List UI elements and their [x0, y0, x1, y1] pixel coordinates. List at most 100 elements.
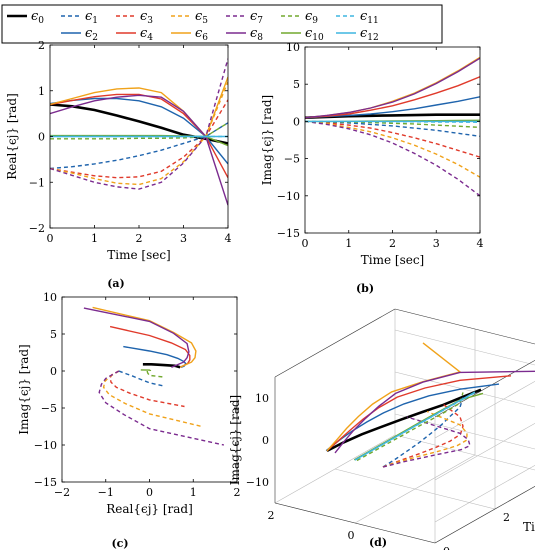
a-xtick-label: 3 [180, 232, 187, 245]
b-series-ϵ7 [305, 120, 480, 197]
c-series-ϵ4 [109, 325, 191, 368]
d-gridline [394, 371, 535, 408]
c-ylabel: Imag{ϵj} [rad] [17, 344, 31, 434]
c-series-ϵ9 [146, 371, 163, 378]
c-xlabel: Real{ϵj} [rad] [106, 502, 193, 516]
b-xtick-label: 4 [477, 237, 484, 250]
a-ylabel: Real{ϵj} [rad] [5, 93, 19, 180]
b-xtick-label: 3 [433, 237, 440, 250]
d-series [325, 342, 535, 468]
a-xlabel: Time [sec] [107, 248, 170, 262]
c-ytick-label: 0 [50, 365, 57, 378]
a-series-ϵ1 [50, 122, 228, 170]
legend-label-ϵ3: ϵ3 [140, 9, 153, 26]
d-series-ϵ8 [334, 370, 535, 454]
c-series-ϵ10 [140, 369, 152, 372]
b-ytick-label: −5 [284, 153, 300, 166]
d-series-ϵ4 [326, 375, 512, 452]
c-series-ϵ3 [109, 370, 185, 408]
d-time-tick-label: 0 [443, 545, 450, 550]
d-gridline [394, 434, 535, 471]
b-series-ϵ4 [305, 76, 480, 119]
c-ytick-label: −5 [41, 402, 57, 415]
c-xtick-label: −2 [54, 486, 70, 499]
b-xtick-label: 0 [302, 237, 309, 250]
legend-label-ϵ2: ϵ2 [85, 26, 98, 43]
c-xtick-label: −1 [98, 486, 114, 499]
legend-label-ϵ12: ϵ12 [360, 26, 379, 43]
legend-label-ϵ1: ϵ1 [85, 9, 98, 26]
d-box-edge [274, 502, 436, 544]
b-ytick-label: 5 [293, 78, 300, 91]
c-ytick-label: 5 [50, 328, 57, 341]
c-series-ϵ6 [92, 306, 197, 368]
a-ytick-label: −1 [29, 176, 45, 189]
b-xtick-label: 2 [389, 237, 396, 250]
c-xtick-label: 1 [190, 486, 197, 499]
panel-b-chart: 0 1 2 3 4 −15 −10 −5 0 5 10 Time [sec] Imag{ϵj} [rad… [260, 41, 484, 267]
b-series-ϵ3 [305, 120, 480, 158]
b-frame [304, 46, 481, 234]
b-ytick-label: 10 [286, 41, 300, 54]
a-series-ϵ7 [50, 58, 228, 190]
panel-b-label: (b) [356, 282, 374, 295]
c-xtick-label: 0 [146, 486, 153, 499]
d-gridline [434, 422, 535, 481]
a-series-ϵ5 [50, 81, 228, 186]
d-series-ϵ0 [326, 388, 482, 453]
c-ytick-label: 10 [43, 291, 57, 304]
c-series-ϵ5 [102, 370, 203, 428]
legend-label-ϵ9: ϵ9 [305, 9, 318, 26]
a-series-ϵ3 [50, 99, 228, 179]
legend-label-ϵ8: ϵ8 [250, 26, 263, 43]
d-real-tick-label: 2 [268, 509, 275, 522]
c-xtick-label: 2 [234, 486, 241, 499]
d-series-ϵ2 [325, 383, 500, 452]
d-box-edge [394, 308, 535, 345]
d-time-label: Time [sec] [523, 520, 535, 534]
legend-label-ϵ11: ϵ11 [360, 9, 379, 26]
d-imag-label: Imag{ϵj} [rad] [228, 395, 242, 485]
b-series-ϵ2 [305, 96, 480, 119]
d-gridline [394, 329, 535, 366]
a-xtick-label: 2 [136, 232, 143, 245]
b-xlabel: Time [sec] [361, 253, 424, 267]
c-ytick-label: −10 [34, 439, 57, 452]
c-series-ϵ1 [118, 370, 163, 387]
d-gridline [434, 464, 535, 523]
c-series-ϵ8 [83, 307, 190, 368]
legend-label-ϵ6: ϵ6 [195, 26, 208, 43]
a-ytick-label: 0 [38, 131, 45, 144]
d-imag-tick-label: 10 [255, 392, 269, 405]
panel-d-label: (d) [369, 536, 387, 549]
d-time-tick-label: 2 [503, 511, 510, 524]
a-ytick-label: −2 [29, 222, 45, 235]
c-frame [61, 296, 238, 483]
c-series-ϵ7 [98, 370, 225, 446]
a-xtick-label: 4 [225, 232, 232, 245]
a-ytick-label: 2 [38, 39, 45, 52]
d-series-ϵ5 [382, 410, 468, 468]
legend-label-ϵ7: ϵ7 [250, 9, 263, 26]
b-ytick-label: 0 [293, 115, 300, 128]
d-series-ϵ1 [382, 397, 464, 468]
a-ytick-label: 1 [38, 85, 45, 98]
d-series-ϵ7 [382, 416, 471, 468]
c-ytick-label: −15 [34, 476, 57, 489]
c-series [83, 306, 225, 446]
d-series-ϵ3 [382, 403, 464, 468]
b-series [305, 56, 480, 197]
a-xtick-label: 0 [47, 232, 54, 245]
legend-frame [1, 4, 443, 44]
legend-label-ϵ4: ϵ4 [140, 26, 153, 43]
legend-label-ϵ10: ϵ10 [305, 26, 324, 43]
b-ylabel: Imag{ϵj} [rad] [260, 95, 274, 185]
legend-label-ϵ5: ϵ5 [195, 9, 208, 26]
d-gridline [434, 485, 535, 544]
d-imag-tick-label: 0 [262, 434, 269, 447]
d-series-ϵ9 [356, 392, 464, 462]
a-series [50, 58, 228, 206]
